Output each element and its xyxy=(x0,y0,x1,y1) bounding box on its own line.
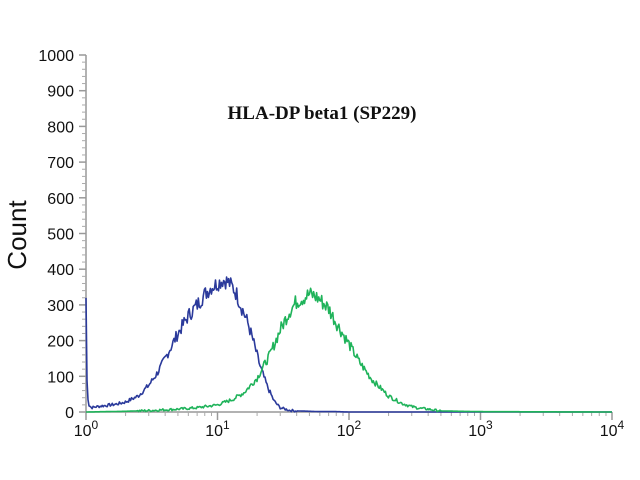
y-tick-label: 800 xyxy=(47,119,74,136)
y-tick-label: 600 xyxy=(47,191,74,208)
y-tick-label: 200 xyxy=(47,334,74,351)
x-tick-label: 100 xyxy=(74,418,99,440)
y-tick-label: 100 xyxy=(47,369,74,386)
y-tick-label: 400 xyxy=(47,262,74,279)
y-tick-label: 300 xyxy=(47,298,74,315)
y-tick-label: 1000 xyxy=(38,48,74,65)
y-axis-label: Count xyxy=(2,200,32,270)
x-tick-label: 103 xyxy=(468,418,493,440)
x-tick-label: 104 xyxy=(600,418,625,440)
y-tick-label: 500 xyxy=(47,227,74,244)
y-tick-label: 0 xyxy=(65,405,74,422)
y-tick-label: 900 xyxy=(47,84,74,101)
series-layer xyxy=(85,276,612,413)
x-axis: 100 101 102 103 104 xyxy=(74,411,625,440)
y-tick-label: 700 xyxy=(47,155,74,172)
histogram-series-2 xyxy=(86,287,612,413)
x-tick-label: 102 xyxy=(337,418,362,440)
x-tick-label: 101 xyxy=(205,418,230,440)
y-axis: 0 100 200 300 400 500 600 700 800 900 1000 xyxy=(38,48,87,422)
chart-title: HLA-DP beta1 (SP229) xyxy=(228,103,417,124)
